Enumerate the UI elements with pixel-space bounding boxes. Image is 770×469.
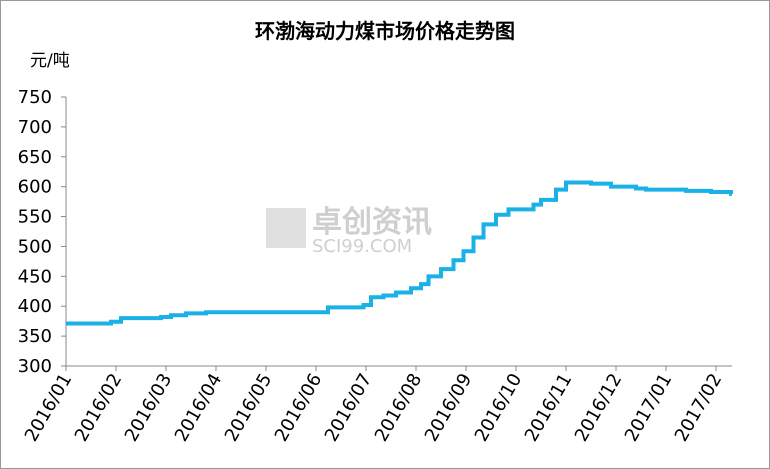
y-tick-label: 400 — [18, 296, 52, 317]
watermark: 卓创资讯 — [312, 205, 432, 240]
y-tick-label: 750 — [18, 87, 52, 108]
y-tick-label: 650 — [18, 147, 52, 168]
y-tick-label: 550 — [18, 207, 52, 228]
chart-title: 环渤海动力煤市场价格走势图 — [255, 19, 515, 43]
y-tick-label: 600 — [18, 177, 52, 198]
watermark-logo — [266, 208, 306, 248]
y-tick-label: 450 — [18, 266, 52, 287]
y-tick-label: 300 — [18, 356, 52, 377]
y-tick-label: 500 — [18, 236, 52, 257]
y-tick-label: 700 — [18, 117, 52, 138]
y-tick-label: 350 — [18, 326, 52, 347]
price-line — [66, 180, 733, 326]
y-axis-label: 元/吨 — [30, 51, 70, 71]
watermark-sub: SCI99.COM — [312, 236, 412, 257]
